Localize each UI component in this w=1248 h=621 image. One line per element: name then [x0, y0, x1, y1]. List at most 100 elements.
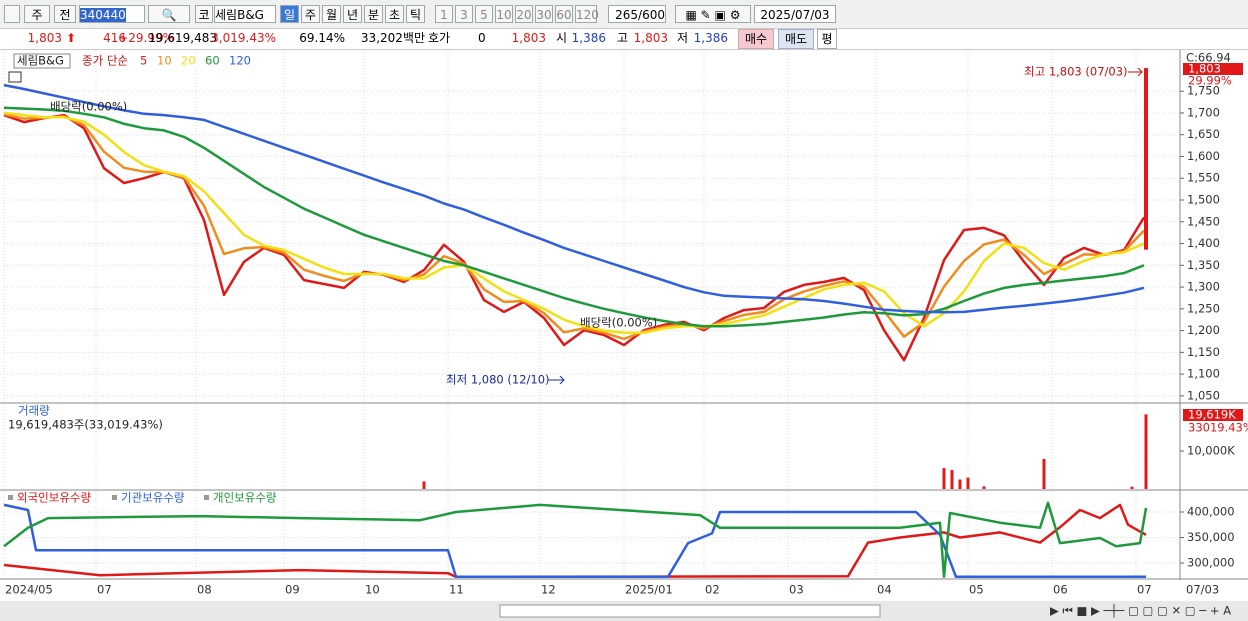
- series-line: [3, 503, 1147, 579]
- price: 1,803: [27, 31, 62, 45]
- interval-button[interactable]: 30: [535, 5, 553, 23]
- annotation: 배당락(0.00%): [580, 316, 657, 330]
- y-tick-label: 350,000: [1187, 530, 1235, 544]
- count-box[interactable]: 265/600: [608, 5, 666, 23]
- y-tick-label: 1,050: [1187, 388, 1220, 402]
- legend-marker: [8, 495, 13, 500]
- search-icons[interactable]: 🔍: [148, 5, 190, 23]
- y-tick-label: 1,400: [1187, 236, 1220, 250]
- y-tick-label: 1,750: [1187, 84, 1220, 98]
- y-tick-label: 1,500: [1187, 193, 1220, 207]
- period-button[interactable]: 분: [364, 5, 383, 23]
- menu-icon[interactable]: [4, 5, 20, 23]
- legend-entry: 60: [205, 54, 220, 68]
- high-label: 고: [617, 31, 629, 45]
- period-button[interactable]: 년: [343, 5, 362, 23]
- period-button[interactable]: 주: [301, 5, 320, 23]
- count: 265: [615, 8, 639, 22]
- quote-bar: 1,803 ⬆ 416 +29.99% 19,619,483 3,019.43%…: [0, 28, 1248, 50]
- up-arrow: ⬆: [66, 31, 77, 45]
- x-tick-label: 12: [541, 583, 556, 597]
- series-line: [3, 111, 1145, 335]
- panel-subtitle: 19,619,483주(33,019.43%): [8, 418, 163, 432]
- hoga: 0: [478, 31, 486, 45]
- legend-entry: 20: [181, 54, 196, 68]
- right-label: 19,619K: [1188, 408, 1236, 422]
- open-label: 시: [556, 31, 568, 45]
- y-tick-label: 1,550: [1187, 171, 1220, 185]
- legend-entry: 외국인보유수량: [17, 491, 91, 505]
- interval-button[interactable]: 120: [575, 5, 599, 23]
- interval-button[interactable]: 20: [515, 5, 533, 23]
- interval-button[interactable]: 3: [455, 5, 473, 23]
- legend-marker: [204, 495, 209, 500]
- chart-title: 세림B&G: [17, 54, 64, 68]
- x-tick-label: 02: [705, 583, 720, 597]
- y-tick-label: 1,150: [1187, 345, 1220, 359]
- y-tick-label: 1,350: [1187, 258, 1220, 272]
- low: 1,386: [693, 31, 728, 45]
- turnover: 69.14%: [299, 31, 345, 45]
- right-label: 29.99%: [1188, 74, 1232, 88]
- code-text: 340440: [80, 8, 126, 22]
- market-select[interactable]: 주: [24, 5, 50, 23]
- interval-button[interactable]: 10: [495, 5, 513, 23]
- interval-button[interactable]: 1: [435, 5, 453, 23]
- y-tick-label: 1,600: [1187, 149, 1220, 163]
- change: 416: [103, 31, 126, 45]
- date-input[interactable]: 2025/07/03: [754, 5, 836, 23]
- period-button[interactable]: 틱: [406, 5, 425, 23]
- period-button[interactable]: 월: [322, 5, 341, 23]
- x-tick-label: 11: [449, 583, 464, 597]
- legend-entry: 10: [157, 54, 172, 68]
- legend-entry: 개인보유수량: [213, 491, 277, 505]
- buy-button[interactable]: 매수: [738, 29, 774, 49]
- series-line: [3, 106, 1145, 328]
- amount: 33,202백만: [360, 31, 425, 45]
- legend-entry: 5: [140, 54, 147, 68]
- annotation: 배당락(0.00%): [50, 100, 127, 114]
- volume-bar: [966, 477, 970, 489]
- sell-button[interactable]: 매도: [778, 29, 814, 49]
- y-tick-label: 10,000K: [1187, 443, 1235, 457]
- volume-bar: [422, 481, 426, 489]
- hoga-label: 호가: [428, 31, 451, 45]
- y-tick-label: 300,000: [1187, 556, 1235, 570]
- annotation: 최고 1,803 (07/03): [1024, 65, 1128, 79]
- scroll-thumb[interactable]: [499, 604, 881, 618]
- volume-bar: [958, 479, 962, 489]
- volume-bar: [1144, 414, 1148, 489]
- series-line: [3, 113, 1145, 341]
- x-tick-label: 05: [969, 583, 984, 597]
- x-tick-label: 10: [365, 583, 380, 597]
- panel-title: 거래량: [18, 404, 50, 418]
- y-tick-label: 1,100: [1187, 367, 1220, 381]
- right-label: 1,803: [1188, 62, 1221, 76]
- period-button[interactable]: 일: [280, 5, 299, 23]
- candle-body: [1144, 68, 1148, 250]
- x-end-label: 07/03: [1186, 583, 1219, 597]
- x-tick-label: 03: [789, 583, 804, 597]
- nav-buttons[interactable]: ▶ ⏮ ■ ▶ ─┼─ ▢ ▢ ▢ ✕ ▢ ─ + A: [1050, 604, 1231, 618]
- interval-button[interactable]: 5: [475, 5, 493, 23]
- exchange: 코: [195, 5, 213, 23]
- low-label: 저: [677, 31, 689, 45]
- ask: 1,803: [511, 31, 546, 45]
- max-count: /600: [638, 8, 665, 22]
- volume-bar: [982, 486, 986, 489]
- chart: ▶ ⏮ ■ ▶ ─┼─ ▢ ▢ ▢ ✕ ▢ ─ + A 2024/05 07 08 0…: [0, 50, 1248, 621]
- legend-box: [13, 53, 71, 69]
- price-flag: [1183, 63, 1243, 75]
- series-line: [3, 501, 1148, 579]
- y-tick-label: 1,300: [1187, 280, 1220, 294]
- code-input[interactable]: 340440: [79, 5, 145, 23]
- y-tick-label: 1,250: [1187, 301, 1220, 315]
- avg-button[interactable]: 평: [817, 29, 837, 49]
- prev-button[interactable]: 전: [54, 5, 76, 23]
- interval-button[interactable]: 60: [555, 5, 573, 23]
- y-tick-label: 400,000: [1187, 504, 1235, 518]
- x-tick-label: 08: [197, 583, 212, 597]
- tool-icons[interactable]: ▦ ✎ ▣ ⚙: [675, 5, 751, 23]
- period-button[interactable]: 초: [385, 5, 404, 23]
